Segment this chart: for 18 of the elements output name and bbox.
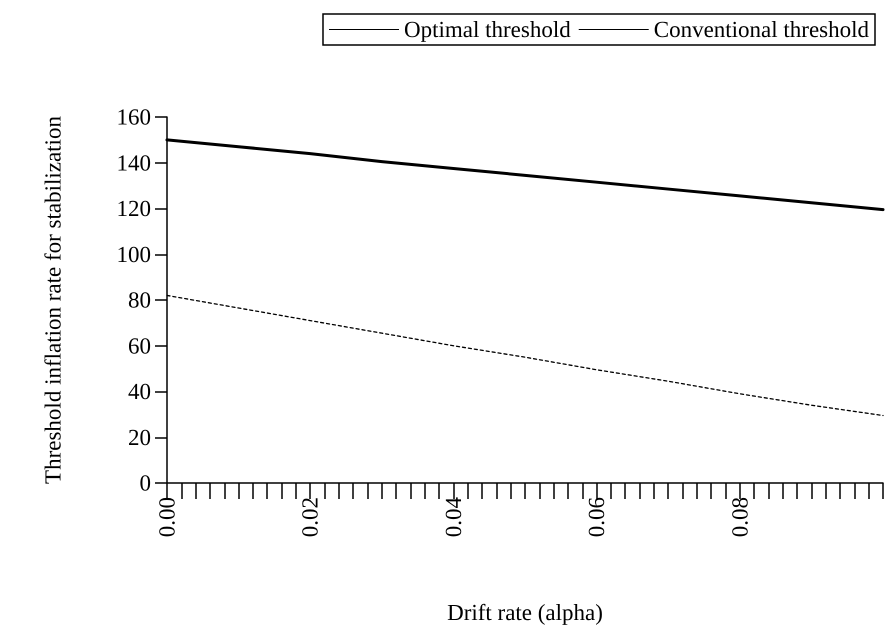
y-tick-label: 80: [128, 288, 151, 312]
y-tick-label: 100: [116, 242, 151, 267]
y-tick-label: 140: [116, 150, 151, 176]
x-tick-label: 0.06: [584, 497, 610, 538]
y-tick-label: 120: [116, 196, 151, 221]
y-tick-label: 0: [140, 470, 151, 496]
y-tick-label: 60: [128, 333, 151, 358]
legend-label: Optimal threshold: [404, 17, 572, 42]
y-tick-label: 40: [128, 379, 151, 404]
x-tick-label: 0.00: [154, 497, 180, 538]
x-axis-title: Drift rate (alpha): [447, 600, 603, 625]
legend-label: Conventional threshold: [654, 17, 870, 42]
x-tick-label: 0.08: [727, 497, 752, 538]
x-tick-label: 0.02: [298, 497, 323, 538]
y-axis-title: Threshold inflation rate for stabilization: [40, 116, 66, 484]
y-tick-label: 160: [116, 104, 151, 130]
y-tick-label: 20: [128, 424, 151, 450]
x-tick-label: 0.04: [440, 496, 466, 538]
